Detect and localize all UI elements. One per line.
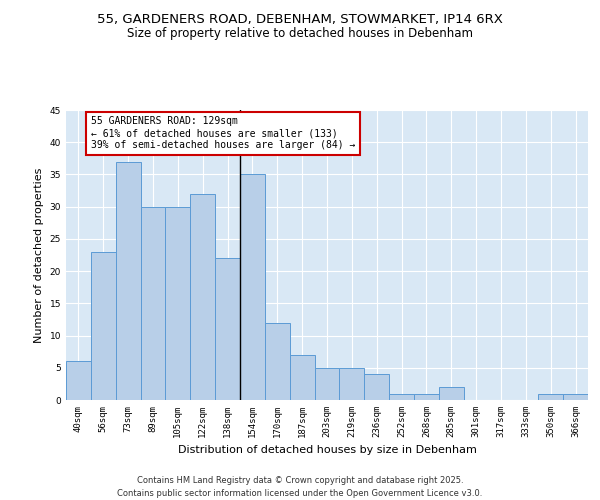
Bar [66,362,91,400]
Bar [389,394,414,400]
Bar [340,368,364,400]
Bar [116,162,140,400]
Y-axis label: Number of detached properties: Number of detached properties [34,168,44,342]
Bar [190,194,215,400]
Text: Size of property relative to detached houses in Debenham: Size of property relative to detached ho… [127,28,473,40]
Bar [166,206,190,400]
Bar [414,394,439,400]
Bar [265,322,290,400]
Text: 55, GARDENERS ROAD, DEBENHAM, STOWMARKET, IP14 6RX: 55, GARDENERS ROAD, DEBENHAM, STOWMARKET… [97,12,503,26]
Bar [140,206,166,400]
Bar [364,374,389,400]
Bar [290,355,314,400]
Bar [563,394,588,400]
Bar [215,258,240,400]
X-axis label: Distribution of detached houses by size in Debenham: Distribution of detached houses by size … [178,446,476,456]
Text: Contains HM Land Registry data © Crown copyright and database right 2025.
Contai: Contains HM Land Registry data © Crown c… [118,476,482,498]
Bar [91,252,116,400]
Bar [439,387,464,400]
Bar [240,174,265,400]
Text: 55 GARDENERS ROAD: 129sqm
← 61% of detached houses are smaller (133)
39% of semi: 55 GARDENERS ROAD: 129sqm ← 61% of detac… [91,116,355,150]
Bar [538,394,563,400]
Bar [314,368,340,400]
